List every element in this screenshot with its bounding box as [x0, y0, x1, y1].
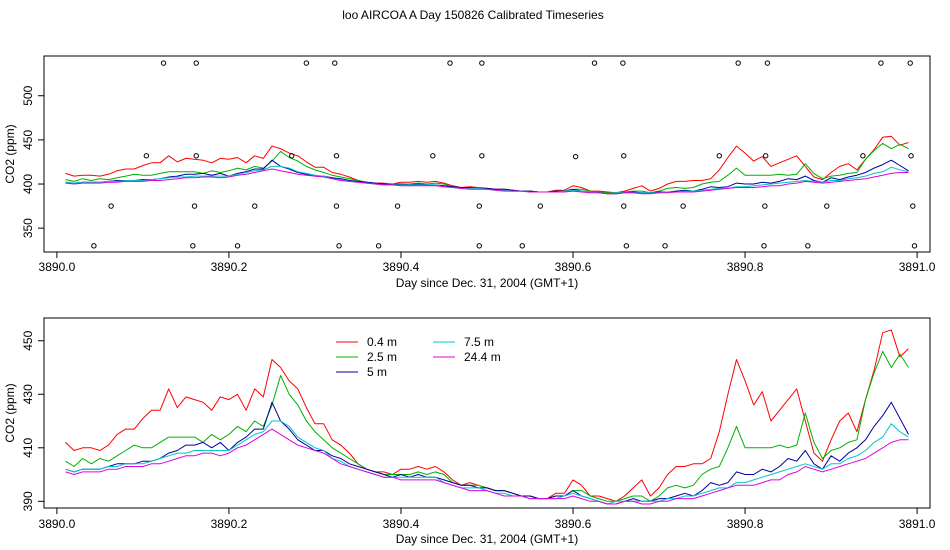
series-line-0 [65, 135, 909, 194]
figure-title: loo AIRCOA A Day 150826 Calibrated Times… [342, 8, 603, 22]
calibration-marker [621, 153, 627, 159]
x-tick-label: 3890.0 [39, 260, 76, 274]
legend: 0.4 m2.5 m5 m 7.5 m24.4 m [336, 335, 501, 379]
calibration-marker [143, 153, 150, 159]
legend-label: 0.4 m [367, 335, 397, 349]
series-line-5-m [65, 401, 909, 505]
series-line-7-5-m [65, 420, 909, 505]
calibration-marker [519, 243, 525, 249]
calibration-marker [303, 60, 310, 66]
calibration-marker [289, 153, 295, 159]
y-tick-label: 400 [21, 174, 35, 194]
x-tick-label: 3890.6 [555, 260, 592, 274]
x-tick-label: 3890.8 [727, 517, 764, 531]
calibration-marker [336, 243, 342, 249]
y-tick-label: 450 [21, 330, 35, 350]
bottom-y-axis-label: CO2 (ppm) [3, 383, 17, 442]
calibration-marker [761, 243, 767, 249]
top-y-axis-label: CO2 (ppm) [3, 124, 17, 183]
x-tick-label: 3890.4 [383, 260, 420, 274]
calibration-marker [191, 203, 198, 209]
top-x-axis-label: Day since Dec. 31, 2004 (GMT+1) [396, 276, 578, 290]
x-tick-label: 3890.2 [211, 260, 248, 274]
top-panel: 3890.0 3890.2 3890.4 3890.6 3890.8 3891.0 350… [3, 55, 936, 290]
calibration-marker [762, 203, 768, 209]
calibration-marker [824, 203, 830, 209]
calibration-marker [333, 153, 340, 159]
x-tick-label: 3890.6 [555, 517, 592, 531]
series-line-24-4-m [65, 428, 909, 505]
y-tick-label: 350 [21, 218, 35, 238]
calibration-marker [193, 153, 199, 159]
calibration-marker [252, 203, 258, 209]
bottom-series-lines [65, 329, 909, 505]
calibration-marker [620, 60, 626, 66]
calibration-marker [805, 243, 811, 249]
bottom-plot-frame [43, 317, 931, 509]
bottom-y-ticks: 390 410 430 450 [21, 330, 44, 511]
calibration-marker [910, 203, 916, 209]
top-series-lines [65, 135, 909, 195]
y-tick-label: 390 [21, 491, 35, 511]
calibration-marker [234, 243, 241, 249]
legend-label: 7.5 m [464, 335, 494, 349]
calibration-marker [908, 153, 914, 159]
calibration-marker [479, 153, 485, 159]
x-tick-label: 3891.0 [899, 517, 936, 531]
calibration-marker [430, 153, 436, 159]
calibration-marker [878, 60, 884, 66]
calibration-marker [160, 60, 167, 66]
top-calibration-markers [91, 60, 918, 249]
series-line-4 [65, 168, 909, 195]
calibration-marker [680, 203, 686, 209]
calibration-marker [911, 243, 918, 249]
calibration-marker [716, 153, 722, 159]
calibration-marker [479, 60, 485, 66]
calibration-marker [108, 203, 114, 209]
x-tick-label: 3891.0 [899, 260, 936, 274]
legend-label: 5 m [367, 365, 387, 379]
bottom-panel: 3890.0 3890.2 3890.4 3890.6 3890.8 3891.0 390… [3, 317, 936, 546]
calibration-marker [476, 203, 482, 209]
calibration-marker [332, 60, 338, 66]
calibration-marker [907, 60, 913, 66]
y-tick-label: 430 [21, 384, 35, 404]
calibration-marker [447, 60, 453, 66]
calibration-marker [735, 60, 741, 66]
calibration-marker [375, 243, 382, 249]
series-line-2 [65, 159, 909, 195]
calibration-marker [537, 203, 544, 209]
calibration-marker [621, 203, 627, 209]
x-tick-label: 3890.8 [727, 260, 764, 274]
calibration-marker [476, 243, 482, 249]
top-plot-frame [43, 55, 931, 253]
calibration-marker [763, 153, 769, 159]
calibration-marker [394, 203, 401, 209]
calibration-marker [591, 60, 598, 66]
legend-label: 2.5 m [367, 350, 397, 364]
calibration-marker [623, 243, 630, 249]
x-tick-label: 3890.4 [383, 517, 420, 531]
top-y-ticks: 350 400 450 500 [21, 85, 44, 238]
top-x-ticks: 3890.0 3890.2 3890.4 3890.6 3890.8 3891.0 [39, 252, 936, 274]
y-tick-label: 450 [21, 130, 35, 150]
y-tick-label: 410 [21, 437, 35, 457]
y-tick-label: 500 [21, 85, 35, 105]
x-tick-label: 3890.0 [39, 517, 76, 531]
calibration-marker [190, 243, 196, 249]
x-tick-label: 3890.2 [211, 517, 248, 531]
calibration-marker [860, 153, 866, 159]
bottom-x-axis-label: Day since Dec. 31, 2004 (GMT+1) [396, 532, 578, 546]
legend-label: 24.4 m [464, 350, 501, 364]
calibration-marker [193, 60, 199, 66]
calibration-marker [333, 203, 340, 209]
calibration-marker [662, 243, 668, 249]
calibration-marker [764, 60, 771, 66]
calibration-marker [572, 153, 579, 160]
calibration-marker [91, 243, 97, 249]
bottom-x-ticks: 3890.0 3890.2 3890.4 3890.6 3890.8 3891.0 [39, 508, 936, 531]
